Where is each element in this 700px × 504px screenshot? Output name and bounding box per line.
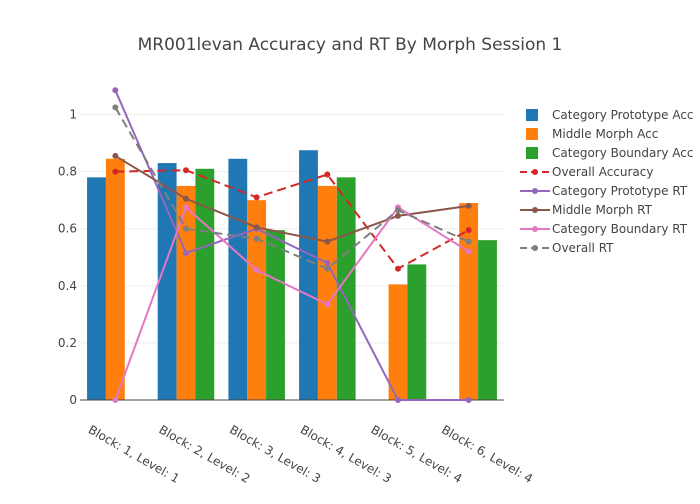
line-overall-rt[interactable] <box>114 106 470 270</box>
point-category-prototype-rt[interactable] <box>395 397 401 403</box>
point-category-prototype-rt[interactable] <box>183 249 189 256</box>
point-category-prototype-rt[interactable] <box>112 87 119 94</box>
legend-marker <box>532 169 538 175</box>
point-overall-accuracy[interactable] <box>465 227 472 234</box>
bar-middle-morph-acc[interactable] <box>105 158 125 400</box>
bar-middle-morph-acc[interactable] <box>459 203 479 400</box>
y-tick-label: 1 <box>69 108 77 122</box>
legend-marker <box>532 207 538 213</box>
point-overall-accuracy[interactable] <box>112 168 119 175</box>
legend-label: Middle Morph RT <box>552 203 653 217</box>
point-overall-accuracy[interactable] <box>324 171 331 178</box>
bar-category-prototype-acc[interactable] <box>87 177 106 400</box>
y-tick-label: 0.4 <box>58 279 77 293</box>
bar-category-boundary-acc[interactable] <box>407 264 427 400</box>
legend-item-middle-morph-acc[interactable]: Middle Morph Acc <box>526 127 658 141</box>
point-category-prototype-rt[interactable] <box>465 397 472 403</box>
legend-label: Overall Accuracy <box>552 165 653 179</box>
bar-category-prototype-acc[interactable] <box>299 150 318 400</box>
y-axis: 0 0.2 0.4 0.6 0.8 1 <box>58 108 77 407</box>
point-category-prototype-rt[interactable] <box>324 259 331 266</box>
point-overall-rt[interactable] <box>253 235 260 242</box>
point-overall-rt[interactable] <box>112 104 119 111</box>
bar-category-prototype-acc[interactable] <box>157 163 177 400</box>
chart-title: MR001levan Accuracy and RT By Morph Sess… <box>138 35 563 55</box>
y-tick-label: 0.8 <box>58 165 77 179</box>
point-category-boundary-rt[interactable] <box>183 204 189 211</box>
point-middle-morph-rt[interactable] <box>324 238 331 245</box>
point-overall-rt[interactable] <box>324 265 331 272</box>
legend-marker <box>532 245 538 251</box>
point-middle-morph-rt[interactable] <box>112 152 119 159</box>
line-overall-accuracy[interactable] <box>115 169 470 270</box>
point-overall-rt[interactable] <box>183 225 189 232</box>
bar-category-boundary-acc[interactable] <box>266 230 285 400</box>
point-overall-rt[interactable] <box>395 207 401 214</box>
legend-item-category-prototype-rt[interactable]: Category Prototype RT <box>520 184 688 198</box>
point-category-boundary-rt[interactable] <box>253 267 260 274</box>
point-overall-accuracy[interactable] <box>395 265 401 272</box>
legend-item-middle-morph-rt[interactable]: Middle Morph RT <box>520 203 653 217</box>
point-category-boundary-rt[interactable] <box>324 301 331 308</box>
legend-label: Overall RT <box>552 241 614 255</box>
legend-label: Category Prototype Acc <box>552 108 694 122</box>
legend-item-category-boundary-acc[interactable]: Category Boundary Acc <box>526 146 693 160</box>
legend-item-overall-rt[interactable]: Overall RT <box>520 241 614 255</box>
point-middle-morph-rt[interactable] <box>253 224 260 231</box>
legend-marker <box>532 226 538 232</box>
legend-label: Category Prototype RT <box>552 184 688 198</box>
legend-swatch <box>526 147 538 159</box>
legend-marker <box>532 188 538 194</box>
legend-label: Category Boundary RT <box>552 222 688 236</box>
legend-item-category-prototype-acc[interactable]: Category Prototype Acc <box>526 108 694 122</box>
bar-category-prototype-acc[interactable] <box>228 158 248 400</box>
legend[interactable]: Category Prototype Acc Middle Morph Acc Ca… <box>520 108 694 255</box>
point-category-boundary-rt[interactable] <box>465 248 472 255</box>
legend-label: Category Boundary Acc <box>552 146 693 160</box>
point-middle-morph-rt[interactable] <box>183 195 189 202</box>
bar-middle-morph-acc[interactable] <box>388 284 408 400</box>
lines-layer <box>112 87 472 403</box>
legend-item-category-boundary-rt[interactable]: Category Boundary RT <box>520 222 688 236</box>
y-tick-label: 0.2 <box>58 336 77 350</box>
legend-item-overall-accuracy[interactable]: Overall Accuracy <box>520 165 653 179</box>
bars-layer <box>87 150 497 400</box>
bar-middle-morph-acc[interactable] <box>247 200 267 400</box>
point-middle-morph-rt[interactable] <box>465 202 472 209</box>
legend-label: Middle Morph Acc <box>552 127 658 141</box>
y-tick-label: 0.6 <box>58 222 77 236</box>
point-overall-accuracy[interactable] <box>253 194 260 201</box>
bar-category-boundary-acc[interactable] <box>195 168 215 400</box>
legend-swatch <box>526 109 538 121</box>
legend-swatch <box>526 128 538 140</box>
bar-category-boundary-acc[interactable] <box>478 240 497 400</box>
point-middle-morph-rt[interactable] <box>395 212 401 219</box>
bar-middle-morph-acc[interactable] <box>317 185 337 400</box>
point-overall-accuracy[interactable] <box>183 167 189 174</box>
line-category-prototype-rt[interactable] <box>114 89 469 401</box>
point-overall-rt[interactable] <box>465 238 472 245</box>
bar-middle-morph-acc[interactable] <box>176 185 196 400</box>
y-tick-label: 0 <box>69 393 77 407</box>
point-category-boundary-rt[interactable] <box>112 397 119 403</box>
